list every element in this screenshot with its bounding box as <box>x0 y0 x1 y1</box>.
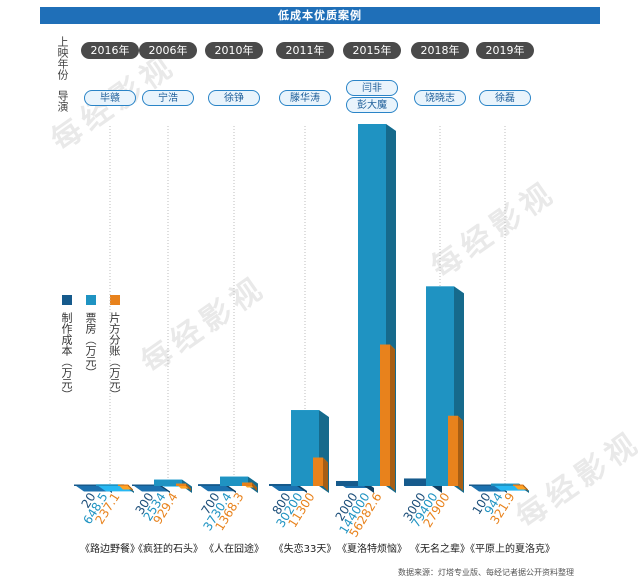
director-pill: 徐铮 <box>208 90 260 106</box>
legend-swatch-cost <box>62 295 72 305</box>
bar-box <box>291 410 329 493</box>
director-row-label: 导演 <box>56 90 69 112</box>
film-label: 《路边野餐》 <box>80 544 140 555</box>
legend-box: 票房（万元） <box>84 312 97 378</box>
data-source: 数据来源：灯塔专业版、每经记者据公开资料整理 <box>398 568 574 577</box>
legend-swatch-share <box>110 295 120 305</box>
film-label: 《人在囧途》 <box>204 544 264 555</box>
film-label: 《失恋33天》 <box>273 544 337 555</box>
year-pill: 2016年 <box>81 42 139 59</box>
year-row-label: 上映年份 <box>56 36 69 80</box>
director-pill: 宁浩 <box>142 90 194 106</box>
bar-share <box>380 344 395 491</box>
film-label: 《疯狂的石头》 <box>133 544 203 555</box>
legend-cost: 制作成本（万元） <box>60 312 73 400</box>
bar-share <box>513 484 528 491</box>
legend-swatch-box <box>86 295 96 305</box>
value-label: 20 <box>79 490 99 510</box>
director-pill: 饶晓志 <box>414 90 466 106</box>
film-label: 《无名之辈》 <box>410 544 470 555</box>
bar-share <box>448 415 463 491</box>
year-pill: 2015年 <box>343 42 401 59</box>
year-pill: 2019年 <box>476 42 534 59</box>
director-pill: 毕赣 <box>84 90 136 106</box>
chart-title: 低成本优质案例 <box>40 7 600 24</box>
director-pill: 闫非 <box>346 80 398 96</box>
year-pill: 2018年 <box>411 42 469 59</box>
director-pill: 滕华涛 <box>279 90 331 106</box>
bar-cost <box>132 484 170 493</box>
bar-share <box>242 482 257 491</box>
bar-share <box>176 483 191 491</box>
film-label: 《夏洛特烦恼》 <box>337 544 407 555</box>
year-pill: 2006年 <box>139 42 197 59</box>
bar-share <box>118 484 133 491</box>
year-pill: 2010年 <box>205 42 263 59</box>
year-pill: 2011年 <box>276 42 334 59</box>
bar-share <box>313 457 328 491</box>
legend-share: 片方分账（万元） <box>108 312 121 400</box>
film-label: 《平原上的夏洛克》 <box>465 544 555 555</box>
director-pill: 徐磊 <box>479 90 531 106</box>
director-pill: 彭大魔 <box>346 97 398 113</box>
